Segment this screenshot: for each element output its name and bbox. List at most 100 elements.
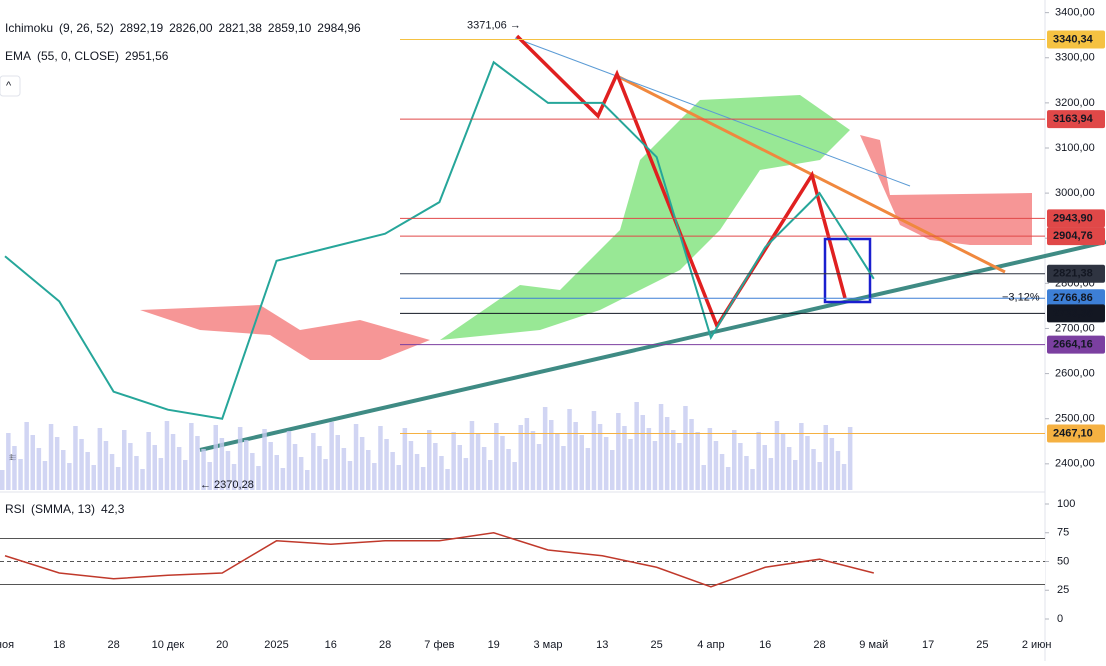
volume-bar [774, 421, 780, 490]
volume-bar [280, 468, 286, 490]
volume-bar [24, 422, 29, 490]
price-label-bg [1047, 304, 1105, 323]
price-label: 2943,90 [1053, 212, 1093, 224]
volume-bar [140, 469, 145, 490]
volume-bar [677, 443, 682, 490]
volume-bar [378, 426, 383, 490]
legend-value: 2984,96 [317, 21, 361, 35]
volume-bar [530, 431, 536, 490]
volume-bar [359, 437, 365, 490]
trend-line [199, 240, 1106, 452]
volume-bar [54, 437, 60, 490]
x-tick-label: 28 [379, 639, 391, 651]
volume-bar [488, 460, 493, 490]
collapse-button[interactable] [0, 75, 21, 97]
cloud-red [860, 135, 1032, 245]
volume-bar [579, 435, 584, 490]
y-tick-label: 50 [1057, 555, 1069, 567]
volume-bar [640, 415, 645, 490]
x-tick-label: 16 [325, 639, 337, 651]
volume-bar [396, 465, 401, 490]
volume-bar [536, 444, 542, 490]
volume-bar [610, 450, 615, 490]
volume-bar [420, 467, 426, 490]
price-label-bg [1047, 110, 1105, 129]
price-label-bg [1047, 209, 1105, 228]
volume-bar [847, 427, 853, 490]
volume-bar [652, 441, 658, 490]
volume-bar [122, 430, 127, 490]
price-label-bg [1047, 335, 1105, 354]
volume-bar [512, 462, 517, 490]
volume-bar [481, 447, 487, 490]
y-tick-label: 0 [1057, 613, 1063, 625]
volume-bar [671, 430, 676, 490]
volume-bar [134, 456, 139, 490]
volume-bar [317, 446, 322, 490]
volume-bar [506, 449, 511, 490]
volume-bar [195, 436, 200, 490]
legend-params: (55, 0, CLOSE) [37, 49, 119, 63]
price-label: 2733,36 [1053, 307, 1093, 319]
volume-bar [628, 439, 633, 490]
volume-bar [207, 462, 212, 490]
volume-bar [329, 422, 334, 490]
volume-bar [48, 424, 54, 490]
trend-line [614, 73, 1006, 274]
volume-bar [244, 440, 249, 490]
volume-bar [622, 426, 627, 490]
volume-bar [433, 443, 438, 490]
y-tick-label: 3100,00 [1055, 142, 1095, 154]
volume-bar [664, 417, 670, 490]
volume-bar [12, 446, 17, 490]
volume-bar [292, 444, 298, 490]
x-tick-label: 25 [650, 639, 662, 651]
volume-bar [18, 459, 23, 490]
price-label-bg [1047, 289, 1105, 308]
volume-bar [372, 463, 377, 490]
y-tick-label: 3300,00 [1055, 52, 1095, 64]
volume-bar [518, 425, 523, 490]
y-tick-label: 25 [1057, 584, 1069, 596]
volume-bar [183, 460, 188, 490]
volume-bar [658, 404, 664, 490]
volume-bar [189, 423, 194, 490]
volume-bar [695, 432, 700, 490]
volume-bar [603, 437, 609, 490]
volume-bar [786, 447, 792, 490]
volume-bar [353, 424, 359, 490]
price-label: 3340,34 [1053, 33, 1094, 45]
price-label-bg [1047, 227, 1105, 246]
annotation: 3371,06 → [467, 20, 521, 32]
volume-bar [585, 448, 591, 490]
legend-value: 2821,38 [219, 21, 263, 35]
volume-bar [597, 424, 603, 490]
volume-bar [738, 443, 743, 490]
volume-bar [402, 428, 408, 490]
volume-bar [42, 461, 48, 490]
volume-bar [439, 456, 444, 490]
y-tick-label: 2500,00 [1055, 413, 1095, 425]
y-tick-label: 2700,00 [1055, 322, 1095, 334]
volume-bar [744, 456, 749, 490]
volume-bar [756, 432, 761, 490]
volume-bar [689, 419, 694, 490]
legend-value: 2892,19 [120, 21, 164, 35]
y-tick-label: 2600,00 [1055, 367, 1095, 379]
x-tick-label: 16 [759, 639, 771, 651]
annotation: ← 2370,28 [200, 479, 254, 491]
x-tick-label: 2 июн [1022, 639, 1052, 651]
volume-bar [73, 426, 78, 490]
collapse-icon[interactable]: ^ [6, 80, 12, 92]
volume-bar [427, 430, 432, 490]
volume-bar [268, 442, 273, 490]
volume-bar [750, 469, 755, 490]
volume-bar [109, 454, 115, 490]
x-tick-label: ноя [0, 639, 14, 651]
x-tick-label: 7 фев [424, 639, 454, 651]
volume-bar [500, 436, 505, 490]
volume-bar [799, 423, 804, 490]
volume-bar [341, 448, 347, 490]
legend-value: 2951,56 [125, 49, 169, 63]
y-tick-label: 3400,00 [1055, 7, 1095, 19]
